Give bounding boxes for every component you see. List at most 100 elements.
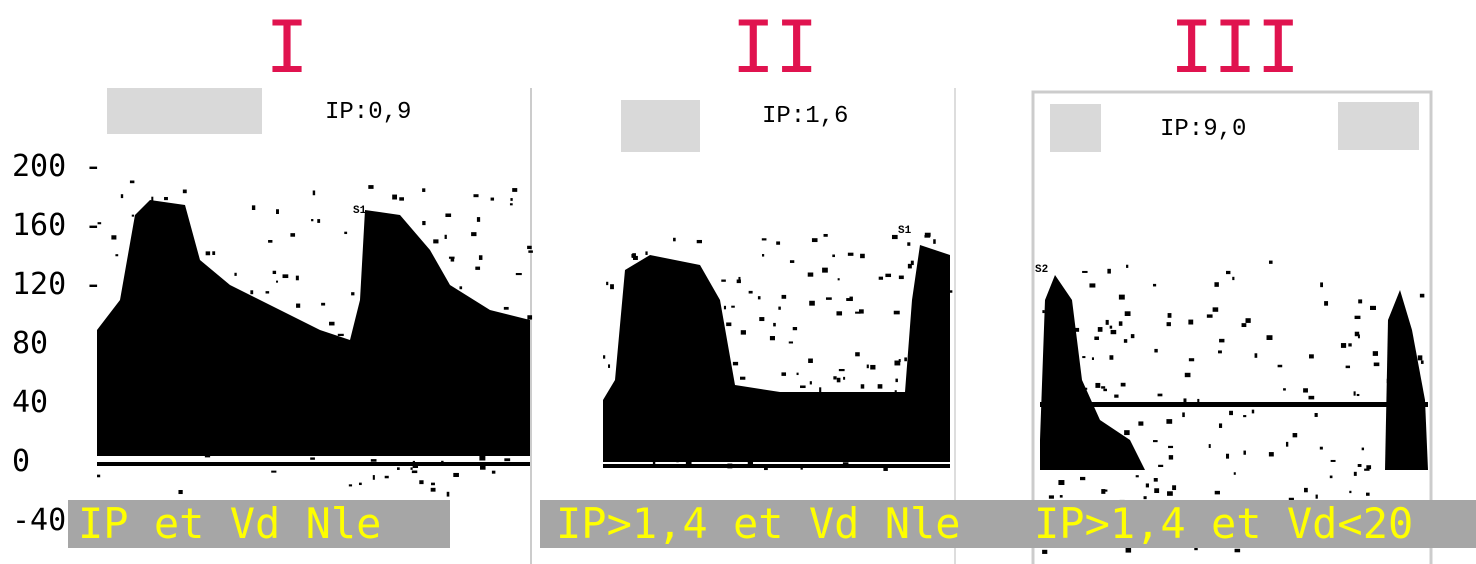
- speckle: [860, 254, 865, 258]
- speckle: [675, 320, 678, 325]
- speckle: [343, 411, 348, 415]
- speckle: [137, 383, 141, 386]
- speckle: [187, 256, 192, 258]
- speckle: [276, 209, 279, 214]
- speckle: [832, 255, 835, 258]
- speckle: [428, 314, 431, 318]
- speckle: [643, 271, 646, 273]
- speckle: [833, 376, 836, 379]
- speckle: [637, 359, 641, 364]
- speckle: [399, 197, 404, 200]
- speckle: [272, 381, 274, 384]
- speckle: [360, 365, 365, 369]
- speckle: [383, 317, 385, 321]
- speckle: [313, 190, 315, 195]
- speckle: [422, 188, 425, 192]
- speckle: [449, 257, 455, 259]
- speckle: [151, 197, 153, 202]
- speckle: [178, 490, 182, 494]
- speckle: [310, 457, 315, 459]
- speckle: [491, 198, 494, 201]
- speckle: [703, 327, 708, 331]
- speckle: [415, 287, 420, 290]
- speckle: [758, 296, 761, 299]
- speckle: [893, 400, 898, 402]
- speckle: [1136, 461, 1139, 465]
- speckle: [1119, 321, 1123, 325]
- speckle: [667, 357, 669, 359]
- speckle: [412, 471, 417, 474]
- speckle: [724, 306, 726, 309]
- speckle: [212, 251, 215, 255]
- speckle: [748, 461, 753, 466]
- speckle: [477, 217, 480, 222]
- speckle: [1197, 399, 1199, 404]
- speckle: [715, 318, 719, 322]
- speckle: [912, 391, 917, 396]
- speckle: [283, 274, 289, 278]
- speckle: [1094, 337, 1099, 340]
- speckle: [481, 359, 484, 363]
- speckle: [865, 427, 867, 431]
- speckle: [1354, 472, 1357, 476]
- speckle: [892, 235, 898, 239]
- speckle: [849, 297, 852, 301]
- speckle: [284, 379, 290, 384]
- speckle: [1406, 422, 1412, 427]
- speckle: [1399, 378, 1402, 381]
- speckle: [492, 471, 495, 474]
- speckle: [431, 483, 435, 486]
- speckle: [1420, 294, 1424, 298]
- speckle: [1360, 402, 1365, 404]
- speckle: [1066, 402, 1072, 405]
- speckle: [904, 357, 907, 361]
- speckle: [737, 279, 741, 283]
- speckle: [650, 258, 654, 260]
- speckle: [402, 427, 405, 430]
- speckle: [1082, 271, 1087, 273]
- speckle: [940, 267, 944, 271]
- speckle: [1320, 282, 1323, 287]
- speckle: [1131, 334, 1135, 338]
- speckle: [1421, 360, 1424, 363]
- speckle: [474, 397, 478, 402]
- speckle: [490, 327, 495, 331]
- speckle: [445, 235, 447, 239]
- speckle: [1243, 451, 1245, 455]
- speckle: [1358, 464, 1362, 467]
- axis-label: 40: [12, 385, 48, 420]
- speckle: [1069, 443, 1072, 445]
- speckle: [817, 454, 822, 459]
- speckle: [1102, 490, 1107, 492]
- speckle: [359, 483, 362, 485]
- speckle: [459, 286, 462, 289]
- speckle: [1209, 444, 1211, 448]
- speckle: [658, 407, 661, 411]
- speckle: [1106, 320, 1109, 325]
- speckle: [776, 241, 780, 244]
- speckle: [800, 385, 806, 388]
- speckle: [422, 221, 425, 225]
- speckle: [837, 378, 841, 383]
- speckle: [695, 370, 699, 374]
- waveform: [1385, 290, 1428, 470]
- speckle: [121, 194, 123, 198]
- speckle: [1348, 343, 1351, 346]
- speckle: [273, 271, 276, 274]
- flat-trace: [1040, 402, 1428, 407]
- speckle: [431, 488, 436, 492]
- speckle: [686, 461, 692, 465]
- speckle: [676, 460, 678, 463]
- speckle: [762, 254, 764, 257]
- speckle: [639, 334, 644, 337]
- speckle: [673, 238, 676, 242]
- waveform: [1040, 275, 1145, 470]
- speckle: [826, 297, 832, 299]
- speckle: [1349, 491, 1351, 493]
- speckle: [447, 492, 450, 497]
- speckle: [401, 415, 405, 417]
- speckle: [704, 389, 706, 393]
- speckle: [1168, 446, 1173, 448]
- panel-title: II: [732, 5, 819, 89]
- speckle: [1293, 433, 1298, 437]
